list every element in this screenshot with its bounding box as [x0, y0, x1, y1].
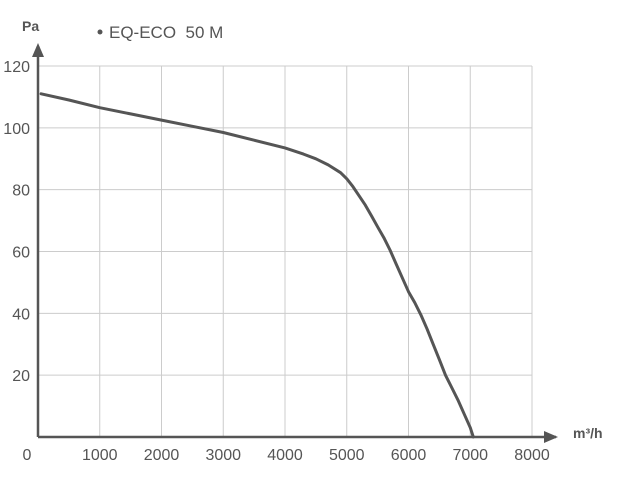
grid [38, 65, 533, 437]
x-tick-label: 8000 [514, 447, 550, 464]
series [39, 92, 475, 439]
y-tick-label: 60 [12, 245, 30, 262]
legend-marker [97, 29, 103, 35]
series-line [39, 92, 475, 439]
x-axis-arrow [544, 431, 558, 443]
x-tick-label: 6000 [391, 447, 427, 464]
y-tick-label: 120 [3, 59, 30, 76]
y-axis-arrow [32, 43, 44, 57]
y-tick-label: 20 [12, 368, 30, 385]
x-tick-label: 3000 [205, 447, 241, 464]
y-tick-label: 100 [3, 121, 30, 138]
y-tick-label: 80 [12, 183, 30, 200]
x-tick-label: 2000 [144, 447, 180, 464]
x-tick-label: 1000 [82, 447, 118, 464]
x-tick-label: 0 [23, 447, 32, 464]
x-tick-label: 5000 [329, 447, 365, 464]
axes [32, 43, 558, 443]
x-axis-unit-label: m³/h [573, 425, 603, 441]
y-tick-label: 40 [12, 306, 30, 323]
tick-labels: 0 1000 2000 3000 4000 5000 6000 7000 8000 20 40 60 8… [3, 18, 602, 464]
x-tick-label: 7000 [452, 447, 488, 464]
legend-label: EQ-ECO 50 M [109, 23, 223, 42]
x-tick-label: 4000 [267, 447, 303, 464]
y-axis-unit-label: Pa [22, 18, 39, 34]
legend: EQ-ECO 50 M [97, 23, 223, 42]
